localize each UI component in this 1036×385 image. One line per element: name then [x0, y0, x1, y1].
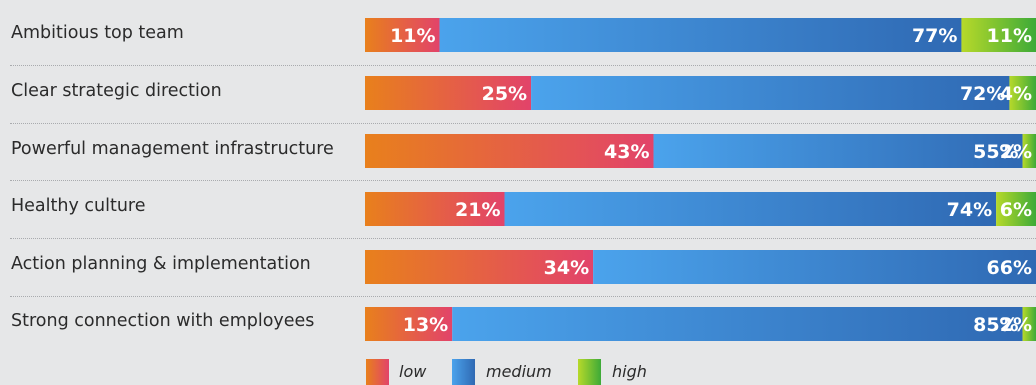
row-label: Strong connection with employees: [11, 311, 315, 331]
data-label-low: 21%: [455, 199, 500, 221]
data-label-medium: 66%: [987, 257, 1032, 279]
bar-segment-low: [365, 250, 594, 284]
legend-swatch-high: [578, 359, 601, 385]
bar-group: 11% 77% 11%25% 72%4%43% 55%2%21% 74% 6%34% 66%1…: [365, 18, 1036, 341]
bar-segment-low: [365, 192, 505, 226]
bar-segment-low: [365, 134, 654, 168]
bar-segment-low: [365, 76, 532, 110]
bar-segment-high: [1022, 307, 1036, 341]
bar-segment-medium: [504, 192, 997, 226]
data-label-medium: 55%: [973, 141, 1018, 163]
row-label: Ambitious top team: [11, 23, 184, 43]
data-label-medium: 77%: [912, 25, 957, 47]
row-label: Clear strategic direction: [11, 81, 222, 101]
legend-swatch-low: [366, 359, 389, 385]
data-label-low: 34%: [544, 257, 589, 279]
data-label-high: 6%: [1000, 199, 1032, 221]
bar-segment-medium: [452, 307, 1023, 341]
bar-segment-low: [365, 307, 453, 341]
row-separator: [10, 180, 1036, 181]
row-separator: [10, 65, 1036, 66]
bar-segment-medium: [593, 250, 1036, 284]
data-label-low: 11%: [390, 25, 435, 47]
bar-segment-medium: [439, 18, 962, 52]
data-label-low: 43%: [604, 141, 649, 163]
data-label-medium: 74%: [947, 199, 992, 221]
data-label-medium: 85%: [973, 314, 1018, 336]
bar-segment-medium: [531, 76, 1010, 110]
legend: low medium high: [366, 359, 666, 385]
row-separator: [10, 296, 1036, 297]
data-label-high: 2%: [1000, 314, 1032, 336]
bar-segment-high: [1022, 134, 1036, 168]
legend-label-high: high: [612, 362, 647, 381]
data-label-medium: 72%: [960, 83, 1005, 105]
row-separator: [10, 123, 1036, 124]
row-label: Healthy culture: [11, 196, 146, 216]
row-label: Powerful management infrastructure: [11, 139, 334, 159]
bar-segment-low: [365, 18, 440, 52]
data-label-high: 11%: [987, 25, 1032, 47]
row-separator: [10, 238, 1036, 239]
bar-segment-high: [961, 18, 1036, 52]
bar-segment-medium: [653, 134, 1023, 168]
row-label: Action planning & implementation: [11, 254, 311, 274]
bar-segment-high: [1009, 76, 1036, 110]
data-label-low: 25%: [482, 83, 527, 105]
data-label-low: 13%: [403, 314, 448, 336]
bar-segment-high: [996, 192, 1036, 226]
legend-label-low: low: [399, 362, 427, 381]
data-label-high: 4%: [1000, 83, 1032, 105]
legend-label-medium: medium: [486, 362, 552, 381]
data-label-high: 2%: [1000, 141, 1032, 163]
legend-swatch-medium: [452, 359, 475, 385]
